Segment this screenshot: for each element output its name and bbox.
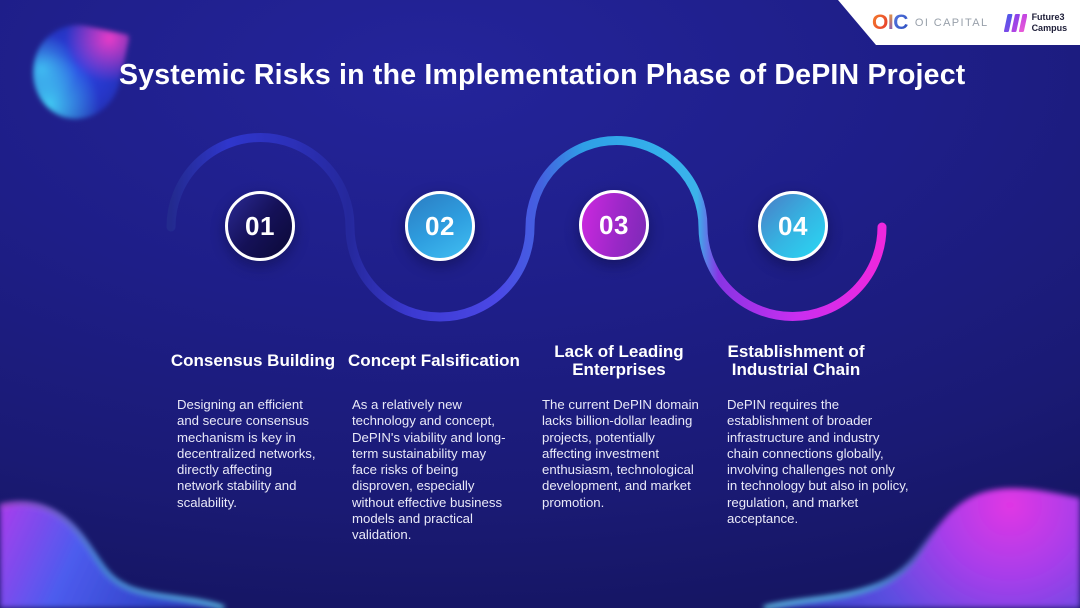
- step-circle-4: 04: [758, 191, 828, 261]
- step-body-1: Designing an efficient and secure consen…: [177, 397, 316, 510]
- teardrop-decoration: [24, 16, 130, 128]
- step-body-3: The current DePIN domain lacks billion-d…: [542, 397, 699, 510]
- step-column-2: Concept Falsification As a relatively ne…: [324, 341, 544, 544]
- logo-banner: OIC OI CAPITAL Future3: [838, 0, 1080, 45]
- step-circle-3: 03: [579, 190, 649, 260]
- step-body-2: As a relatively new technology and conce…: [352, 397, 506, 543]
- bottom-left-blob: [0, 503, 224, 608]
- step-circle-2: 02: [405, 191, 475, 261]
- step-heading-1: Consensus Building: [170, 350, 336, 370]
- page-title: Systemic Risks in the Implementation Pha…: [119, 59, 966, 91]
- step-heading-4: Establishment of Industrial Chain: [727, 341, 865, 379]
- step-heading-3: Lack of Leading Enterprises: [554, 341, 684, 379]
- future3-w-icon: [1003, 13, 1027, 32]
- step-heading-2: Concept Falsification: [348, 350, 520, 370]
- future3-campus-logo: Future3 Campus: [1003, 12, 1068, 34]
- step-number-3: 03: [599, 209, 629, 240]
- oi-capital-logo: OIC: [872, 12, 908, 33]
- future3-label: Future3: [1031, 12, 1065, 22]
- step-column-4: Establishment of Industrial Chain DePIN …: [686, 341, 909, 527]
- step-body-4: DePIN requires the establishment of broa…: [727, 397, 909, 527]
- campus-label: Campus: [1031, 22, 1068, 33]
- step-circle-1: 01: [225, 191, 295, 261]
- step-number-2: 02: [425, 210, 455, 241]
- bottom-left-blob-rim: [0, 501, 225, 608]
- step-column-1: Consensus Building Designing an efficien…: [143, 341, 363, 511]
- step-number-1: 01: [245, 210, 275, 241]
- oic-letter-o: O: [872, 11, 888, 34]
- step-number-4: 04: [778, 210, 808, 241]
- oic-letter-c: C: [893, 11, 908, 34]
- oi-capital-label: OI CAPITAL: [914, 16, 989, 29]
- oic-letter-i: I: [887, 11, 894, 34]
- step-column-3: Lack of Leading Enterprises The current …: [509, 341, 729, 511]
